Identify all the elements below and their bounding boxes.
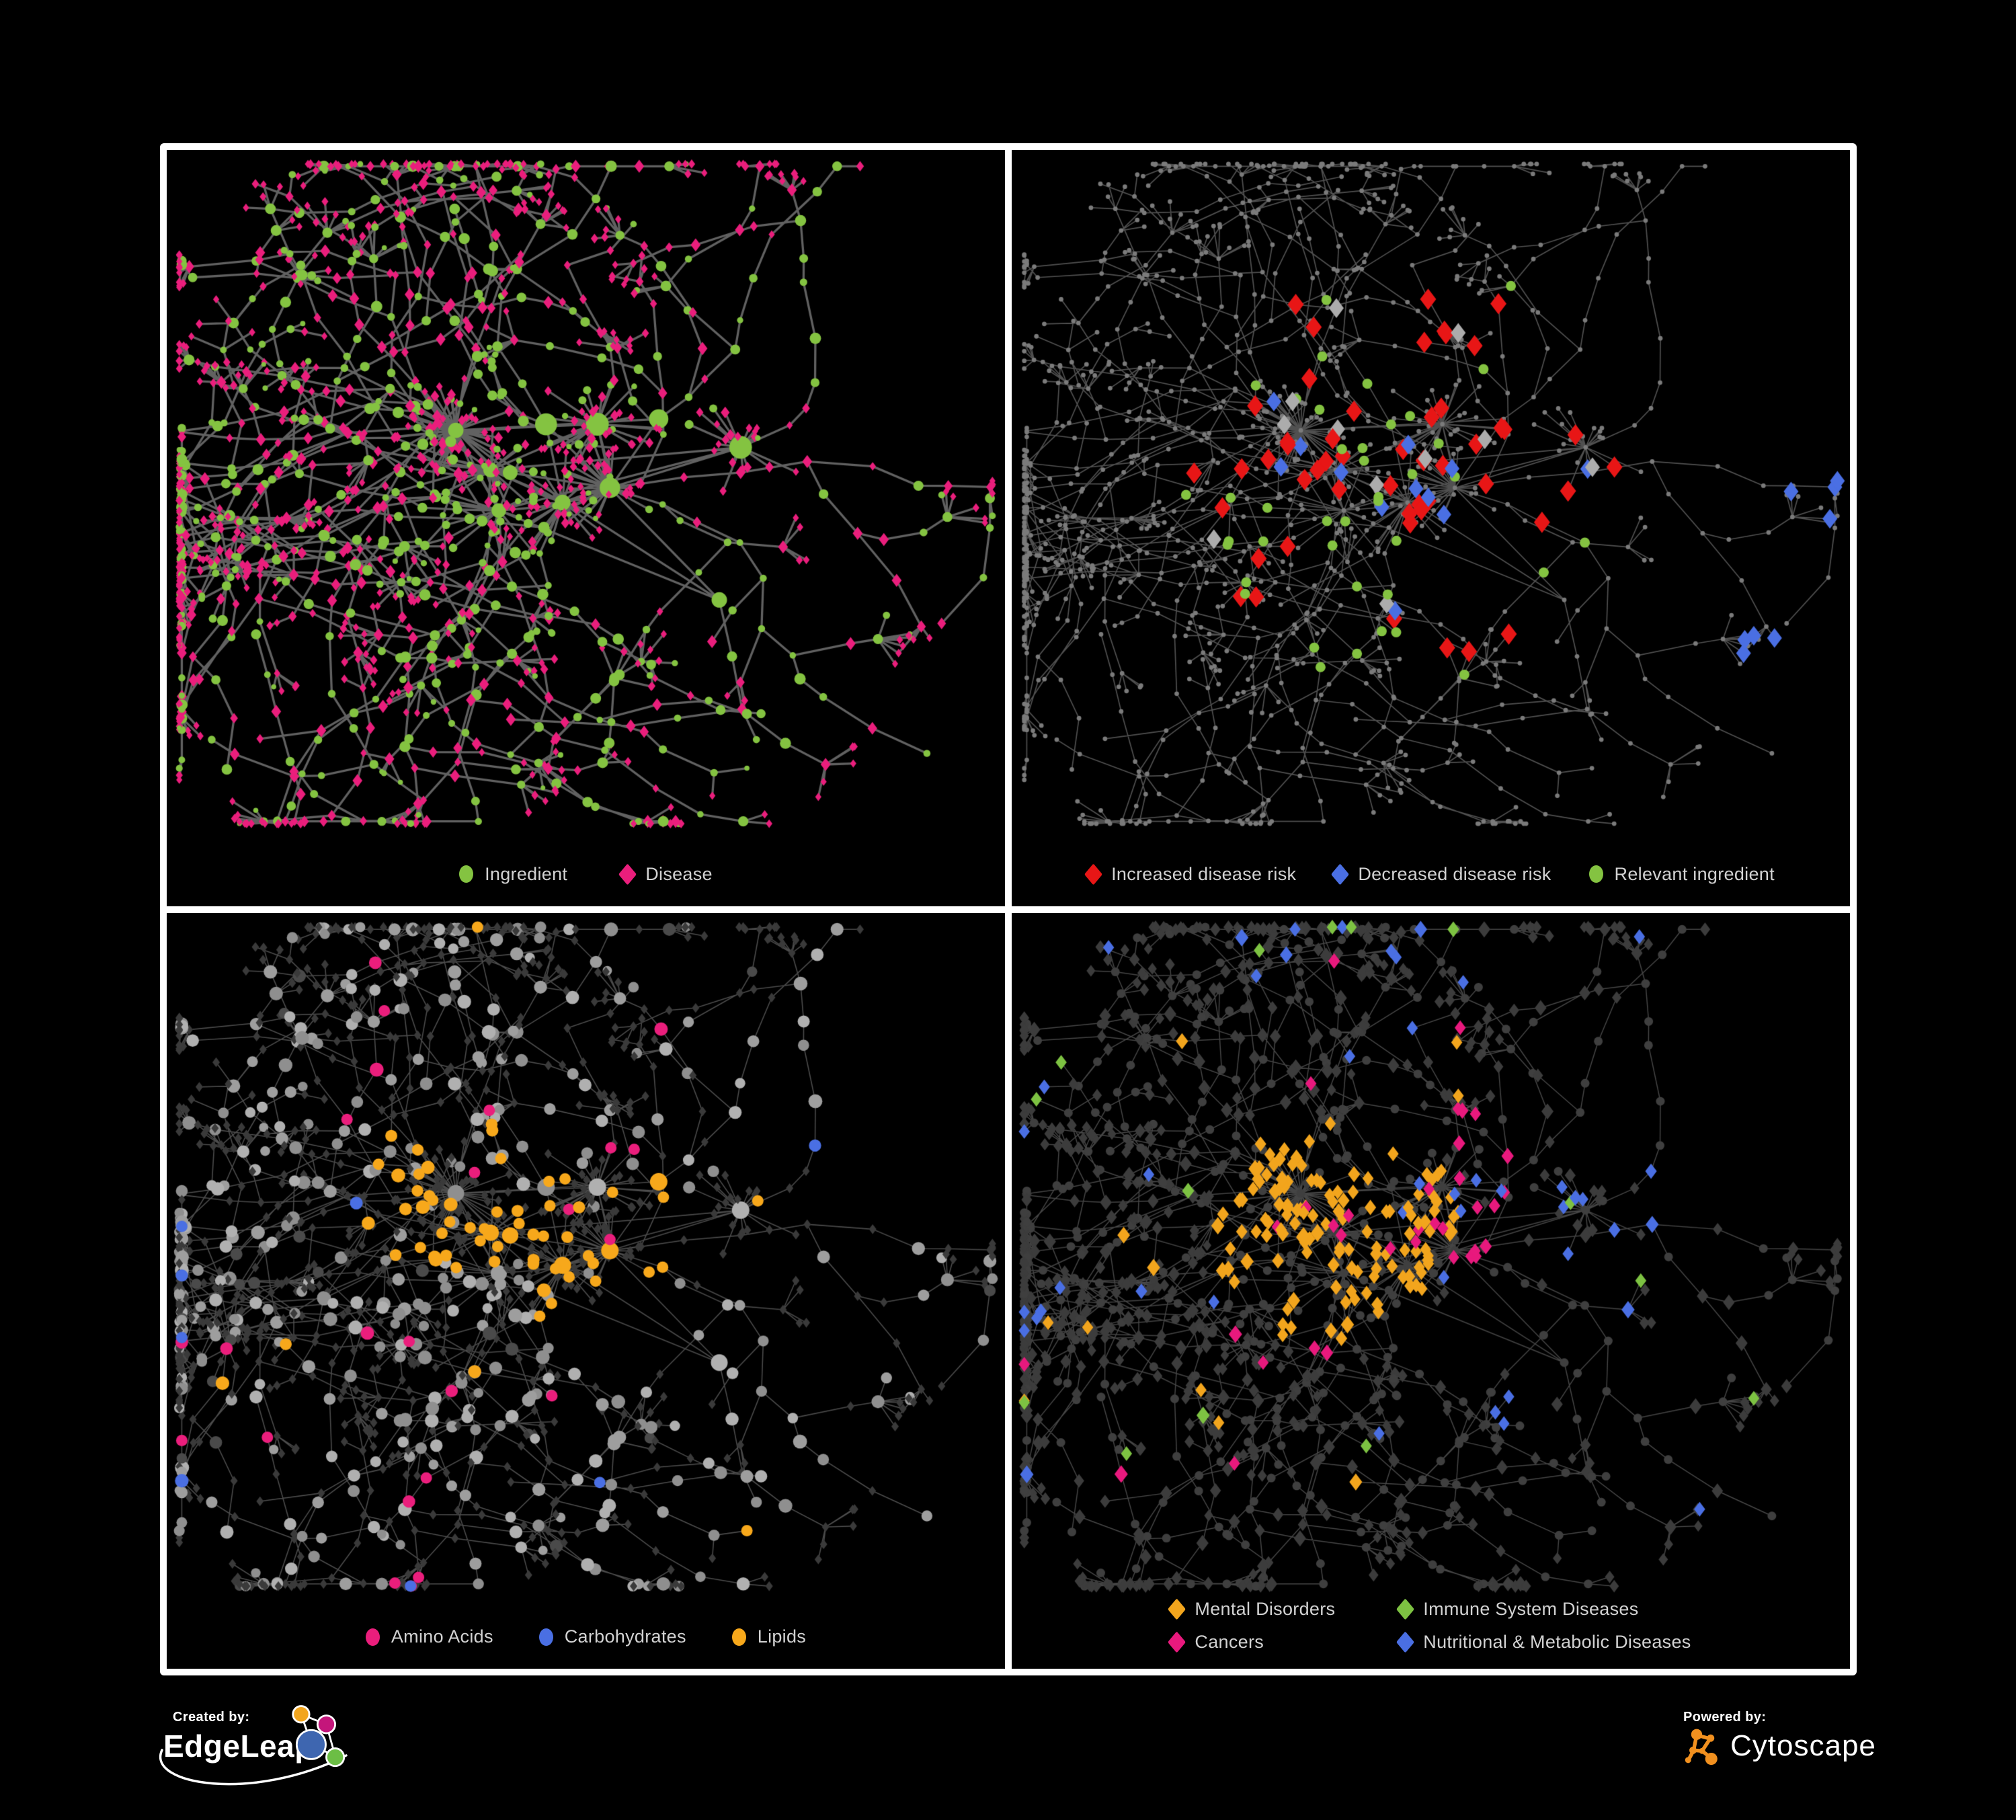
legend-label: Lipids: [757, 1626, 807, 1647]
legend-marker-circle: [538, 1628, 553, 1646]
cytoscape-brand: Cytoscape: [1730, 1729, 1876, 1762]
network-canvas-disease-risk: [1012, 150, 1850, 906]
legend-item: Amino Acids: [365, 1626, 493, 1647]
panel-ingredient-disease: Ingredient Disease: [167, 150, 1005, 906]
legend-marker-diamond: [1168, 1598, 1186, 1620]
network-canvas-ingredient-disease: [167, 150, 1005, 906]
legend-label: Relevant ingredient: [1614, 863, 1775, 884]
legend-item: Cancers: [1168, 1631, 1335, 1653]
edgeleap-brand: EdgeLeap: [163, 1729, 314, 1764]
legend-marker-circle: [731, 1628, 746, 1646]
edgeleap-node-blue: [295, 1729, 327, 1760]
created-by-block: Created by: EdgeLeap: [159, 1705, 486, 1811]
edgeleap-logo-graphic: [292, 1705, 346, 1768]
legend-item: Relevant ingredient: [1588, 863, 1775, 885]
legend-label: Increased disease risk: [1111, 863, 1297, 884]
edgeleap-swoosh: [159, 1749, 348, 1786]
legend-label: Immune System Diseases: [1423, 1599, 1639, 1619]
legend-item: Lipids: [731, 1626, 807, 1647]
created-by-label: Created by:: [173, 1710, 250, 1725]
cytoscape-row: Cytoscape: [1683, 1727, 1876, 1766]
legend-item: Decreased disease risk: [1331, 863, 1551, 885]
legend-item: Increased disease risk: [1084, 863, 1297, 885]
edgeleap-node-magenta: [316, 1714, 337, 1735]
legend-item: Nutritional & Metabolic Diseases: [1396, 1631, 1691, 1653]
edgeleap-node-green: [325, 1747, 346, 1768]
legend-label: Disease: [645, 863, 713, 884]
panel-grid-frame: Ingredient Disease Increased disease ris…: [160, 143, 1857, 1675]
legend-item: Carbohydrates: [538, 1626, 686, 1647]
legend-marker-circle: [365, 1628, 380, 1646]
network-canvas-disease-classes: [1012, 912, 1850, 1669]
panel-disease-classes: Mental Disorders Immune System Diseases …: [1012, 912, 1850, 1669]
legend-marker-circle: [459, 865, 474, 883]
legend-disease-classes: Mental Disorders Immune System Diseases …: [1012, 1598, 1850, 1653]
powered-by-label: Powered by:: [1683, 1710, 1767, 1725]
legend-marker-circle: [1588, 865, 1603, 883]
legend-marker-diamond: [1396, 1631, 1415, 1653]
legend-nutrient-classes: Amino Acids Carbohydrates Lipids: [167, 1626, 1005, 1647]
legend-item: Immune System Diseases: [1396, 1598, 1691, 1620]
legend-item: Disease: [618, 863, 713, 885]
legend-ingredient-disease: Ingredient Disease: [167, 863, 1005, 885]
legend-marker-diamond: [618, 863, 637, 885]
panel-nutrient-classes: Amino Acids Carbohydrates Lipids: [167, 912, 1005, 1669]
network-canvas-nutrient-classes: [167, 912, 1005, 1669]
legend-label: Carbohydrates: [564, 1626, 686, 1647]
legend-marker-diamond: [1331, 863, 1350, 885]
legend-label: Nutritional & Metabolic Diseases: [1423, 1632, 1691, 1652]
legend-label: Decreased disease risk: [1358, 863, 1551, 884]
cytoscape-icon: [1685, 1729, 1718, 1766]
edgeleap-node-orange: [292, 1705, 311, 1724]
legend-item: Ingredient: [459, 864, 567, 885]
legend-marker-diamond: [1084, 863, 1103, 885]
legend-label: Ingredient: [485, 863, 568, 884]
legend-label: Mental Disorders: [1195, 1599, 1336, 1619]
powered-by-block: Powered by: Cytoscape: [1683, 1710, 1876, 1766]
legend-marker-diamond: [1168, 1631, 1186, 1653]
legend-label: Amino Acids: [391, 1626, 493, 1647]
legend-label: Cancers: [1195, 1632, 1264, 1652]
legend-disease-risk: Increased disease risk Decreased disease…: [1012, 863, 1850, 885]
legend-item: Mental Disorders: [1168, 1598, 1336, 1620]
legend-marker-diamond: [1396, 1598, 1415, 1620]
panel-disease-risk: Increased disease risk Decreased disease…: [1012, 150, 1850, 906]
